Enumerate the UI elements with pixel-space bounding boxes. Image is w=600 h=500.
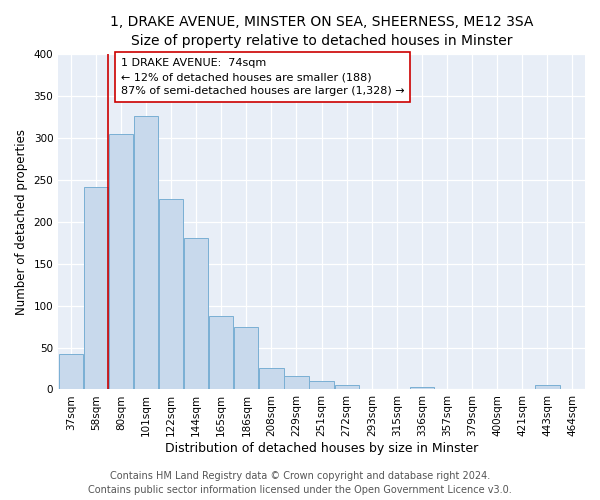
Bar — [184, 238, 208, 390]
Text: Contains HM Land Registry data © Crown copyright and database right 2024.
Contai: Contains HM Land Registry data © Crown c… — [88, 471, 512, 495]
Y-axis label: Number of detached properties: Number of detached properties — [15, 128, 28, 314]
Bar — [310, 381, 334, 390]
Bar — [284, 376, 308, 390]
Text: 1 DRAKE AVENUE:  74sqm
← 12% of detached houses are smaller (188)
87% of semi-de: 1 DRAKE AVENUE: 74sqm ← 12% of detached … — [121, 58, 404, 96]
Bar — [335, 386, 359, 390]
Bar — [209, 316, 233, 390]
Bar — [109, 134, 133, 390]
Bar — [259, 368, 284, 390]
Bar — [159, 199, 183, 390]
Bar — [59, 354, 83, 390]
Bar — [234, 328, 259, 390]
Title: 1, DRAKE AVENUE, MINSTER ON SEA, SHEERNESS, ME12 3SA
Size of property relative t: 1, DRAKE AVENUE, MINSTER ON SEA, SHEERNE… — [110, 15, 533, 48]
Bar — [83, 187, 108, 390]
Bar — [535, 386, 560, 390]
Bar — [410, 387, 434, 390]
Bar — [134, 116, 158, 390]
X-axis label: Distribution of detached houses by size in Minster: Distribution of detached houses by size … — [165, 442, 478, 455]
